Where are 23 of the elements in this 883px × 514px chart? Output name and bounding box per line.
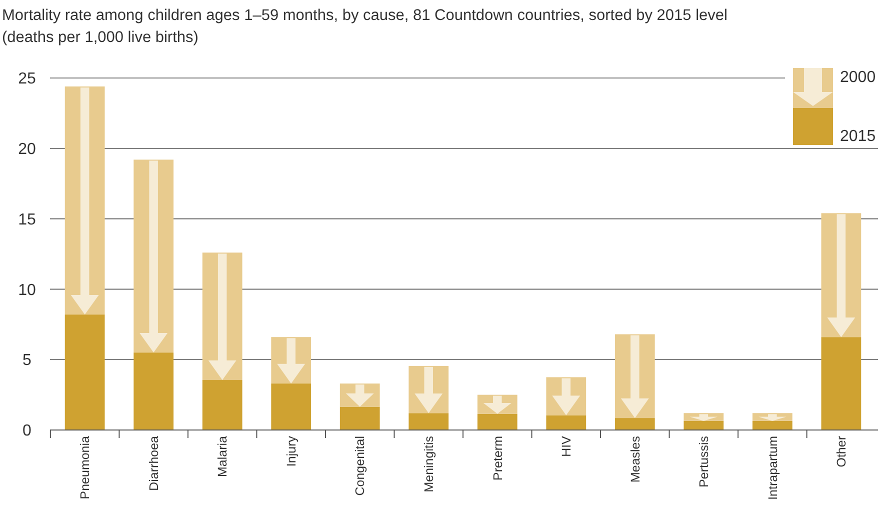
x-tick-label: Diarrhoea — [146, 436, 161, 491]
legend-label: 2015 — [840, 128, 876, 145]
y-tick-label: 10 — [18, 282, 36, 299]
y-tick-label: 0 — [22, 422, 32, 440]
x-tick-label: Injury — [284, 435, 298, 467]
y-tick-label: 20 — [18, 141, 36, 158]
x-tick-label: Intrapartum — [766, 436, 780, 500]
x-tick-label: Measles — [628, 436, 642, 483]
x-tick-label: HIV — [560, 435, 574, 457]
y-tick-label: 15 — [18, 211, 36, 228]
x-tick-label: Malaria — [216, 436, 230, 477]
y-tick-label: 5 — [22, 352, 32, 370]
x-tick-label: Pertussis — [697, 436, 712, 488]
x-tick-label: Pneumonia — [78, 436, 92, 500]
x-tick-label: Congenital — [353, 436, 368, 496]
x-tick-label: Meningitis — [422, 436, 436, 492]
bar — [614, 418, 655, 430]
x-tick-label: Other — [834, 436, 849, 468]
chart-subtitle: (deaths per 1,000 live births) — [2, 29, 198, 46]
chart-title: Mortality rate among children ages 1–59 months, by cause, 81 Countdown countries, sorted by 2015 level — [2, 7, 728, 24]
y-tick-label: 25 — [18, 70, 36, 88]
x-tick-label: Preterm — [490, 436, 505, 480]
text: 2000 — [840, 69, 876, 86]
